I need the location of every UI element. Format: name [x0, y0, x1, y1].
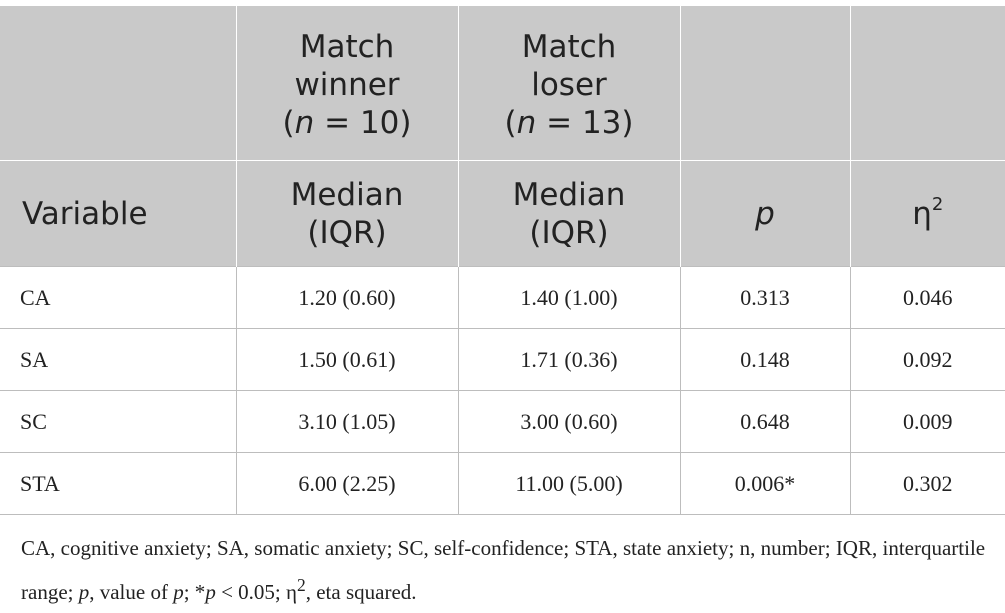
- cell-p-value: 0.313: [679, 266, 851, 329]
- cell-loser-median: 11.00 (5.00): [457, 452, 681, 515]
- header-empty-eta: [849, 6, 1005, 161]
- header-p-value: p: [679, 160, 851, 267]
- cell-p-value: 0.648: [679, 390, 851, 453]
- cell-p-value: 0.006*: [679, 452, 851, 515]
- cell-winner-median: 1.20 (0.60): [235, 266, 459, 329]
- header-loser-n: (n = 13): [504, 105, 634, 141]
- header-empty-p: [679, 6, 851, 161]
- results-table: Match winner (n = 10) Match loser (n = 1…: [0, 6, 1005, 515]
- header-winner-line1: Match: [299, 29, 395, 65]
- header-winner-n: (n = 10): [282, 105, 412, 141]
- cell-variable: SA: [0, 328, 237, 391]
- cell-variable: SC: [0, 390, 237, 453]
- table-footnote: CA, cognitive anxiety; SA, somatic anxie…: [21, 536, 986, 604]
- cell-winner-median: 6.00 (2.25): [235, 452, 459, 515]
- cell-eta-squared: 0.092: [849, 328, 1005, 391]
- cell-winner-median: 3.10 (1.05): [235, 390, 459, 453]
- header-row-groups: Match winner (n = 10) Match loser (n = 1…: [0, 6, 1005, 161]
- table-header: Match winner (n = 10) Match loser (n = 1…: [0, 6, 1005, 267]
- header-winner-line2: winner: [294, 67, 400, 103]
- cell-loser-median: 3.00 (0.60): [457, 390, 681, 453]
- header-match-loser: Match loser (n = 13): [457, 6, 681, 161]
- table-row: SC 3.10 (1.05) 3.00 (0.60) 0.648 0.009: [0, 390, 1005, 453]
- cell-eta-squared: 0.009: [849, 390, 1005, 453]
- header-median-loser: Median (IQR): [457, 160, 681, 267]
- cell-variable: STA: [0, 452, 237, 515]
- table-body: CA 1.20 (0.60) 1.40 (1.00) 0.313 0.046 S…: [0, 266, 1005, 515]
- cell-eta-squared: 0.046: [849, 266, 1005, 329]
- header-empty-variable: [0, 6, 237, 161]
- header-eta-squared: η2: [849, 160, 1005, 267]
- cell-winner-median: 1.50 (0.61): [235, 328, 459, 391]
- header-match-winner: Match winner (n = 10): [235, 6, 459, 161]
- cell-loser-median: 1.71 (0.36): [457, 328, 681, 391]
- table-row: STA 6.00 (2.25) 11.00 (5.00) 0.006* 0.30…: [0, 452, 1005, 515]
- cell-p-value: 0.148: [679, 328, 851, 391]
- header-median-winner: Median (IQR): [235, 160, 459, 267]
- table-row: SA 1.50 (0.61) 1.71 (0.36) 0.148 0.092: [0, 328, 1005, 391]
- cell-eta-squared: 0.302: [849, 452, 1005, 515]
- header-loser-line2: loser: [531, 67, 607, 103]
- header-row-columns: Variable Median (IQR) Median (IQR) p η2: [0, 160, 1005, 267]
- cell-loser-median: 1.40 (1.00): [457, 266, 681, 329]
- header-loser-line1: Match: [521, 29, 617, 65]
- table-row: CA 1.20 (0.60) 1.40 (1.00) 0.313 0.046: [0, 266, 1005, 329]
- cell-variable: CA: [0, 266, 237, 329]
- header-variable: Variable: [0, 160, 237, 267]
